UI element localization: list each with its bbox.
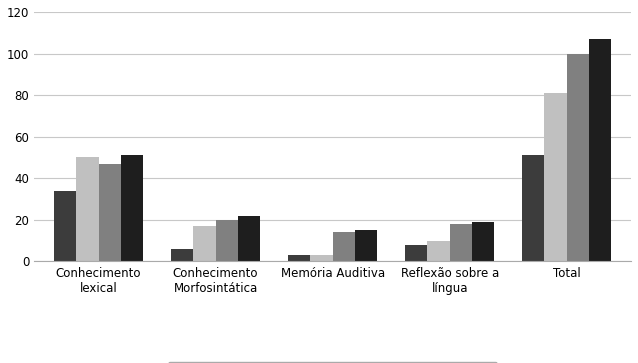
Bar [238, 216, 260, 261]
Bar [427, 241, 450, 261]
Bar [523, 155, 544, 261]
Bar [216, 220, 238, 261]
Bar [193, 226, 216, 261]
Bar [121, 155, 143, 261]
Bar [405, 245, 427, 261]
Bar [77, 158, 98, 261]
Bar [288, 255, 310, 261]
Bar [310, 255, 332, 261]
Bar [98, 164, 121, 261]
Bar [450, 224, 472, 261]
Bar [589, 39, 611, 261]
Bar [355, 230, 377, 261]
Bar [332, 232, 355, 261]
Bar [472, 222, 494, 261]
Bar [171, 249, 193, 261]
Bar [567, 53, 589, 261]
Legend: 1ºTeste, 2ºTeste, Mestria 4/5 a, Mestria 5/6 A: 1ºTeste, 2ºTeste, Mestria 4/5 a, Mestria… [168, 362, 497, 363]
Bar [544, 93, 567, 261]
Bar [54, 191, 77, 261]
